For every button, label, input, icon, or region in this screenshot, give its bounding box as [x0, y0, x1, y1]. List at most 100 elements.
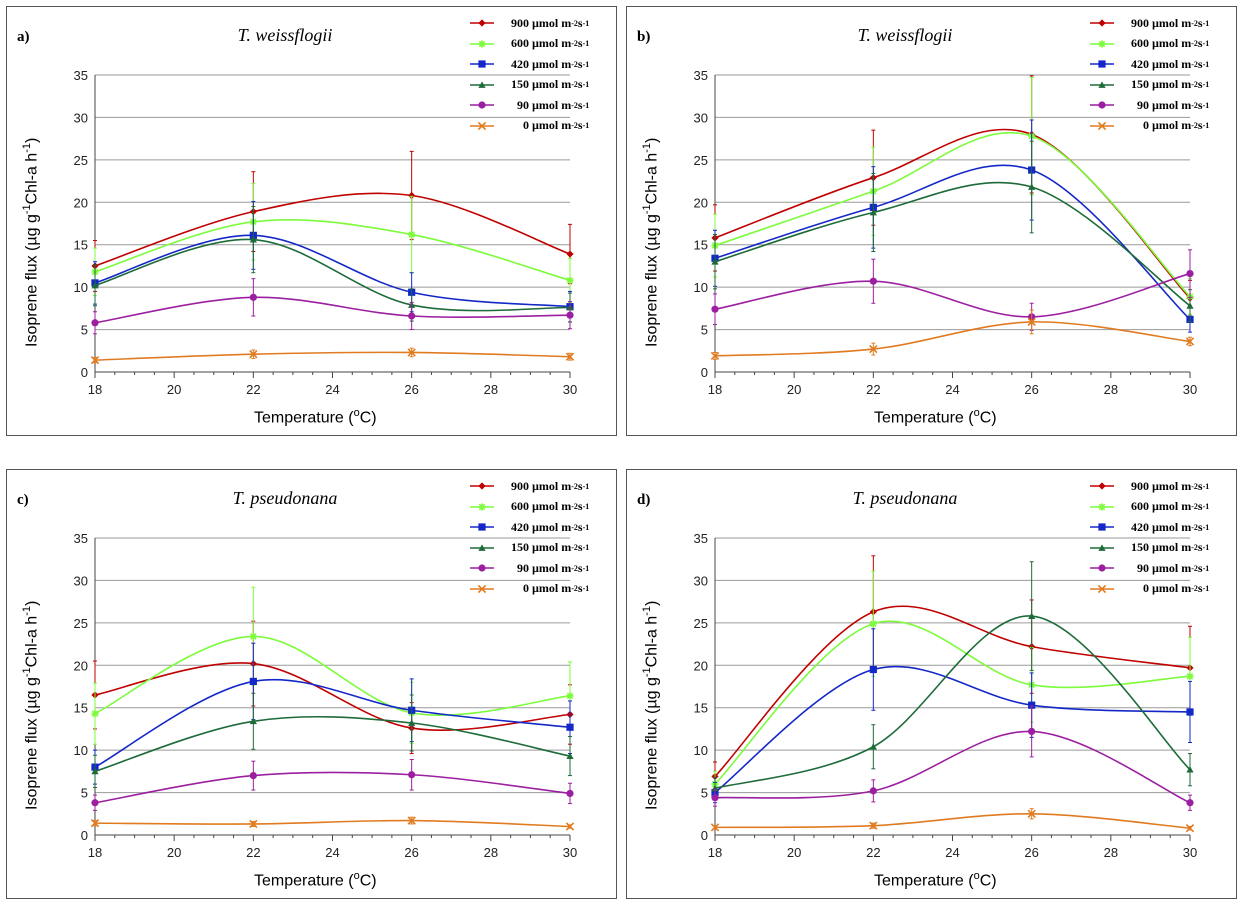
legend-value: 900 — [1131, 15, 1149, 30]
series-0 — [710, 808, 1195, 833]
legend-value: 600 — [1131, 499, 1149, 514]
series-line — [94, 678, 571, 768]
data-point — [710, 351, 720, 361]
data-point — [90, 355, 100, 365]
legend-item: 0 µmol m -2 s -1 — [469, 579, 589, 600]
chart-panel: 0 5 10 15 20 25 30 35 18 20 22 24 26 28 30 a) T. weissfl… — [6, 6, 617, 436]
data-point — [407, 816, 416, 825]
legend-swatch — [470, 503, 494, 511]
legend-unit: µmol m — [532, 581, 572, 596]
legend-swatch — [470, 19, 494, 27]
legend-value: 0 — [1143, 581, 1149, 596]
legend-item: 600 µmol m -2 s -1 — [469, 34, 589, 55]
series-420 — [91, 200, 574, 323]
legend-value: 600 — [511, 36, 529, 51]
x-tick-label: 30 — [1183, 845, 1197, 860]
data-point — [249, 632, 257, 641]
y-tick-label: 5 — [701, 786, 708, 801]
legend-value: 420 — [511, 519, 529, 534]
legend-marker — [1098, 101, 1106, 109]
legend-value: 90 — [1137, 97, 1149, 112]
data-point — [249, 293, 257, 301]
x-tick-label: 24 — [325, 382, 339, 397]
legend-swatch — [1090, 503, 1114, 511]
legend-unit: µmol m — [532, 540, 572, 555]
y-axis-label: Isoprene flux (µg g-1Chl-a h-1) — [21, 600, 41, 810]
data-point — [869, 787, 877, 795]
y-tick-label: 35 — [694, 531, 708, 546]
legend-item: 150 µmol m -2 s -1 — [469, 75, 589, 96]
data-point — [249, 350, 258, 359]
legend-swatch — [470, 121, 494, 130]
x-tick-label: 20 — [167, 845, 181, 860]
series-600 — [91, 183, 574, 303]
data-point — [565, 822, 575, 831]
chart-title: T. pseudonana — [852, 488, 958, 508]
x-tick-label: 26 — [1024, 845, 1038, 860]
chart-title: T. weissflogii — [237, 25, 333, 45]
data-point — [1186, 708, 1194, 716]
y-tick-label: 15 — [694, 238, 708, 253]
y-tick-label: 20 — [694, 195, 708, 210]
y-axis-label: Isoprene flux (µg g-1Chl-a h-1) — [641, 137, 661, 347]
x-tick-label: 30 — [563, 382, 577, 397]
legend-item: 90 µmol m -2 s -1 — [1089, 558, 1209, 579]
legend-unit: µmol m — [1152, 97, 1192, 112]
series-line — [94, 635, 571, 716]
legend-marker — [478, 101, 486, 109]
legend: 900 µmol m -2 s -1 600 µmol m -2 s -1 420 µmol m -2 s… — [1089, 13, 1209, 136]
legend-unit: µmol m — [532, 499, 572, 514]
data-point — [869, 344, 878, 354]
legend-unit: µmol m — [532, 56, 572, 71]
y-tick-label: 20 — [74, 195, 88, 210]
series-90 — [711, 249, 1194, 331]
legend-swatch — [470, 40, 494, 48]
legend-value: 150 — [1131, 77, 1149, 92]
x-tick-label: 28 — [1104, 382, 1118, 397]
legend-value: 150 — [1131, 540, 1149, 555]
legend-marker — [478, 40, 486, 48]
data-point — [1027, 317, 1036, 327]
x-tick-label: 18 — [88, 382, 102, 397]
legend-unit: µmol m — [1152, 15, 1192, 30]
data-point — [1028, 183, 1036, 190]
panel-label: c) — [17, 492, 29, 508]
series-150 — [91, 692, 574, 788]
panel-label: a) — [17, 29, 30, 45]
data-point — [249, 772, 257, 780]
legend-marker — [1098, 60, 1106, 68]
series-line — [714, 164, 1191, 320]
chart-panel: 0 5 10 15 20 25 30 35 18 20 22 24 26 28 30 d) T. pseudon… — [626, 469, 1237, 899]
legend-item: 900 µmol m -2 s -1 — [469, 476, 589, 497]
legend-value: 420 — [1131, 56, 1149, 71]
data-point — [1186, 302, 1194, 309]
series-line — [94, 192, 571, 267]
legend-unit: µmol m — [532, 519, 572, 534]
data-point — [566, 692, 574, 700]
series-90 — [711, 705, 1194, 811]
data-point — [408, 719, 416, 726]
series-150 — [711, 561, 1194, 800]
y-tick-label: 15 — [74, 701, 88, 716]
legend: 900 µmol m -2 s -1 600 µmol m -2 s -1 420 µmol m -2 s… — [469, 13, 589, 136]
legend-swatch — [1090, 482, 1114, 490]
series-line — [714, 665, 1191, 794]
data-point — [869, 665, 877, 674]
legend-item: 900 µmol m -2 s -1 — [1089, 13, 1209, 34]
legend-value: 900 — [511, 15, 529, 30]
x-tick-label: 26 — [404, 845, 418, 860]
chart-panel: 0 5 10 15 20 25 30 35 18 20 22 24 26 28 30 b) T. weissfl… — [626, 6, 1237, 436]
data-point — [566, 250, 574, 258]
series-line — [714, 812, 1191, 830]
data-point — [91, 799, 99, 807]
legend-marker — [1098, 19, 1106, 27]
legend-value: 150 — [511, 540, 529, 555]
series-line — [94, 234, 571, 308]
series-150 — [711, 140, 1194, 323]
legend: 900 µmol m -2 s -1 600 µmol m -2 s -1 420 µmol m -2 s… — [1089, 476, 1209, 599]
x-tick-label: 22 — [866, 382, 880, 397]
y-tick-label: 25 — [694, 153, 708, 168]
legend-item: 90 µmol m -2 s -1 — [469, 95, 589, 116]
legend-swatch — [1090, 81, 1114, 88]
x-tick-label: 24 — [325, 845, 339, 860]
